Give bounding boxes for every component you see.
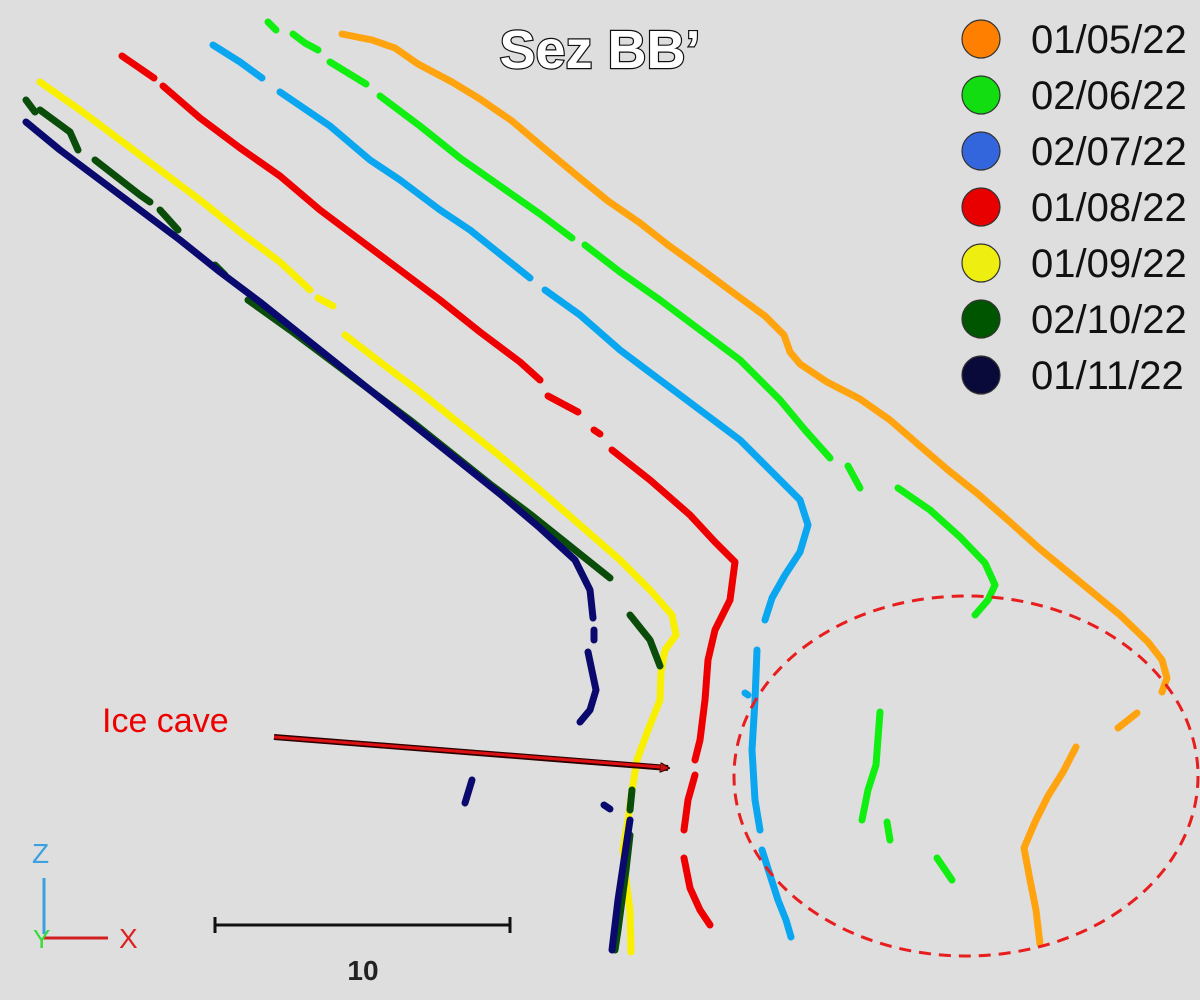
profile-segment — [680, 771, 699, 834]
profile-02-07-22 — [209, 41, 812, 941]
profile-01-08-22 — [118, 52, 739, 929]
profile-01-09-22 — [36, 78, 680, 956]
profile-segment — [209, 41, 266, 82]
profile-segment — [326, 58, 370, 88]
profile-segment — [289, 30, 322, 54]
legend-item: 02/06/22 — [961, 74, 1187, 118]
profile-02-06-22 — [264, 18, 999, 884]
legend-item: 02/10/22 — [961, 298, 1187, 342]
profile-segment — [581, 241, 834, 462]
profile-segment — [858, 708, 884, 824]
scale-bar: 10 — [213, 917, 512, 986]
profile-segment — [461, 776, 476, 807]
profile-segment — [680, 854, 714, 929]
profile-segment — [883, 818, 894, 844]
profile-segment — [590, 426, 604, 438]
ice-cave-highlight-ellipse — [732, 594, 1200, 958]
profile-segment — [314, 294, 337, 310]
annotation-arrow-fill — [273, 735, 661, 769]
profile-segment — [1020, 743, 1080, 948]
profile-segment — [748, 646, 764, 834]
legend-label: 02/06/22 — [1031, 74, 1187, 118]
profile-segment — [626, 611, 664, 670]
profile-segment — [576, 648, 600, 726]
profile-segment — [544, 392, 582, 416]
z-axis-label: Z — [32, 838, 49, 869]
legend-label: 01/09/22 — [1031, 242, 1187, 286]
profile-segment — [159, 82, 544, 384]
profile-segment — [600, 801, 614, 813]
profile-segment — [608, 446, 739, 764]
profile-segment — [338, 30, 1171, 696]
profile-segment — [276, 88, 534, 282]
legend: 01/05/22 02/06/22 02/07/22 01/08/22 01/09/22… — [961, 18, 1187, 398]
legend-label: 01/08/22 — [1031, 186, 1187, 230]
x-axis-label: X — [119, 923, 138, 954]
profile-segment — [36, 78, 314, 294]
profile-segment — [626, 786, 636, 814]
legend-swatch — [961, 19, 1001, 59]
profile-segment — [156, 206, 182, 234]
ice-cave-label: Ice cave — [102, 702, 229, 740]
profile-segment — [22, 96, 39, 116]
profile-segment — [118, 52, 158, 82]
legend-swatch — [961, 131, 1001, 171]
legend-item: 01/08/22 — [961, 186, 1187, 230]
profile-segment — [264, 18, 280, 34]
profile-01-11-22 — [22, 118, 634, 954]
profile-segment — [1114, 709, 1141, 732]
legend-swatch — [961, 75, 1001, 115]
axis-gizmo: Z X Y — [32, 838, 138, 954]
legend-item: 01/11/22 — [961, 354, 1184, 398]
legend-item: 02/07/22 — [961, 130, 1187, 174]
profile-segment — [91, 156, 154, 206]
legend-label: 01/11/22 — [1031, 354, 1184, 398]
ice-cave-annotation: Ice cave — [102, 702, 668, 768]
profile-segment — [844, 462, 864, 492]
legend-label: 02/07/22 — [1031, 130, 1187, 174]
profile-segment — [22, 118, 597, 622]
profile-segment — [608, 816, 634, 954]
legend-label: 02/10/22 — [1031, 298, 1187, 342]
legend-item: 01/05/22 — [961, 18, 1187, 62]
profile-lines — [22, 18, 1171, 956]
profile-01-05-22 — [338, 30, 1171, 948]
section-title: Sez BB’ — [499, 20, 700, 80]
scale-bar-label: 10 — [347, 955, 378, 986]
legend-swatch — [961, 299, 1001, 339]
profile-segment — [894, 484, 999, 619]
legend-swatch — [961, 355, 1001, 395]
profile-segment — [933, 854, 956, 884]
legend-item: 01/09/22 — [961, 242, 1187, 286]
profile-segment — [541, 286, 812, 624]
profile-segment — [741, 689, 752, 699]
legend-label: 01/05/22 — [1031, 18, 1187, 62]
legend-swatch — [961, 243, 1001, 283]
legend-swatch — [961, 187, 1001, 227]
profile-segment — [758, 846, 795, 941]
profile-segment — [36, 106, 82, 154]
y-axis-label: Y — [33, 924, 50, 954]
profile-segment — [376, 92, 576, 242]
